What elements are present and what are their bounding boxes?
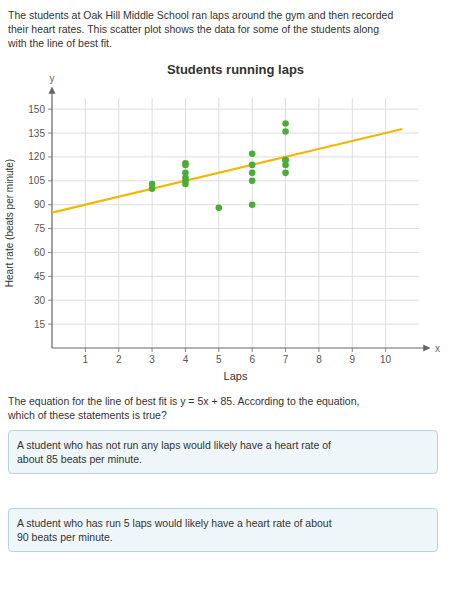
scatter-point: [249, 201, 256, 208]
scatter-point: [282, 128, 289, 135]
grid-line-x: [252, 98, 253, 348]
axes: 12345678910153045607590105120135150xy: [28, 73, 440, 365]
marks: [52, 120, 402, 212]
grid-line-x: [352, 98, 353, 348]
tick-label-x: 8: [316, 354, 322, 365]
chart: Students running laps1234567891015304560…: [0, 58, 449, 388]
tick-label-y: 75: [34, 223, 46, 234]
best-fit-line: [52, 129, 402, 213]
chart-title: Students running laps: [167, 62, 304, 77]
scatter-point: [282, 170, 289, 177]
grid-line-y: [52, 180, 419, 181]
grid-line-y: [52, 228, 419, 229]
tick-label-y: 120: [28, 151, 45, 162]
tick-label-y: 60: [34, 247, 46, 258]
scatter-point: [249, 178, 256, 185]
tick-label-y: 30: [34, 295, 46, 306]
tick-label-y: 45: [34, 271, 46, 282]
grid-line-x: [285, 98, 286, 348]
grid-line-y: [52, 109, 419, 110]
grid-line-x: [218, 98, 219, 348]
scatter-point: [249, 170, 256, 177]
tick-label-x: 6: [249, 354, 255, 365]
grid-line-y: [52, 204, 419, 205]
grid-line-x: [152, 98, 153, 348]
tick-label-y: 15: [34, 319, 46, 330]
grid-line-x: [318, 98, 319, 348]
grid: [52, 98, 419, 348]
scatter-point: [216, 205, 223, 212]
grid-line-y: [52, 300, 419, 301]
grid-line-x: [185, 98, 186, 348]
scatter-point: [149, 181, 156, 188]
grid-line-y: [52, 252, 419, 253]
tick-label-y: 105: [28, 175, 45, 186]
grid-line-x: [85, 98, 86, 348]
tick-label-x: 4: [183, 354, 189, 365]
intro-text: The students at Oak Hill Middle School r…: [8, 8, 438, 50]
grid-line-y: [52, 156, 419, 157]
x-axis-line: [52, 347, 429, 348]
y-axis-label: Heart rate (beats per minute): [4, 159, 15, 287]
question-text: The equation for the line of best fit is…: [8, 394, 438, 422]
scatter-point: [249, 162, 256, 169]
grid-line-y: [52, 133, 419, 134]
grid-line-x: [118, 98, 119, 348]
scatter-point: [282, 120, 289, 127]
scatter-point: [182, 160, 189, 167]
tick-label-x: 2: [116, 354, 122, 365]
axis-letter-y: y: [50, 73, 55, 84]
scatter-point: [282, 157, 289, 164]
x-axis-label: Laps: [224, 370, 248, 382]
scatter-point: [182, 170, 189, 177]
grid-line-x: [385, 98, 386, 348]
tick-label-x: 5: [216, 354, 222, 365]
tick-label-x: 10: [380, 354, 392, 365]
scatter-point: [249, 150, 256, 157]
tick-label-x: 1: [83, 354, 89, 365]
answer-option: A student who has run 5 laps would likel…: [8, 508, 438, 552]
scatter-point: [282, 157, 289, 164]
y-axis-line: [51, 88, 52, 348]
tick-label-x: 3: [149, 354, 155, 365]
tick-label-y: 135: [28, 128, 45, 139]
grid-line-y: [52, 276, 419, 277]
tick-label-x: 9: [349, 354, 355, 365]
answer-option: A student who has not run any laps would…: [8, 430, 438, 474]
tick-label-y: 150: [28, 104, 45, 115]
grid-line-y: [52, 324, 419, 325]
axis-letter-x: x: [435, 343, 440, 354]
tick-label-x: 7: [283, 354, 289, 365]
tick-label-y: 90: [34, 199, 46, 210]
